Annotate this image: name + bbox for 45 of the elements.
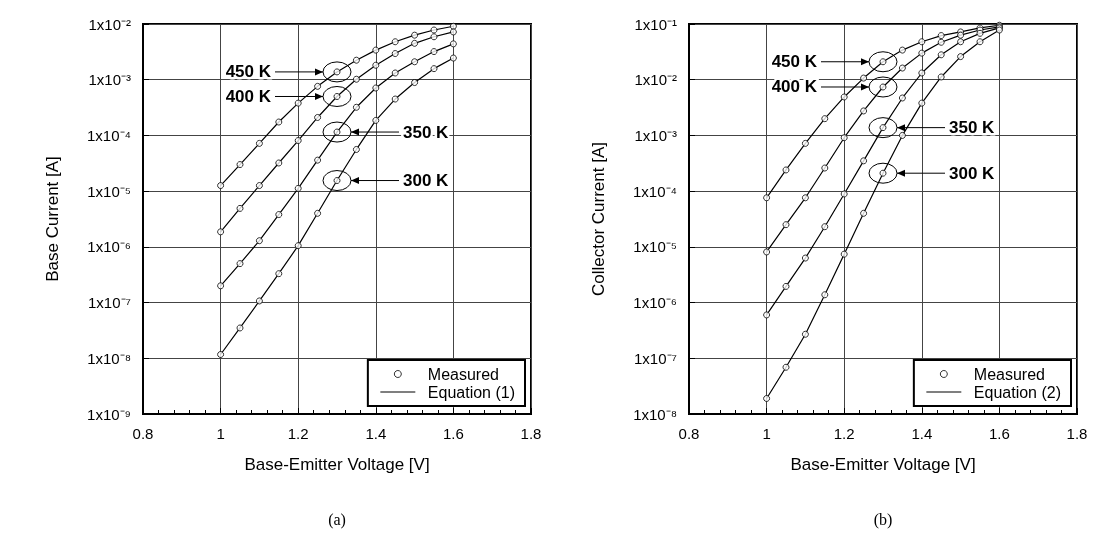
y-tick-label: 1x10⁻³ [88, 71, 131, 89]
annotation: 300 K [949, 163, 996, 183]
x-tick-label: 1.6 [442, 425, 464, 442]
y-tick-label: 1x10⁻⁶ [633, 294, 677, 312]
y-tick-label: 1x10⁻² [634, 71, 677, 89]
y-tick-label: 1x10⁻² [88, 15, 131, 33]
text: (b) [873, 510, 893, 529]
x-tick-label: 1.2 [287, 425, 309, 442]
legend-label: Measured [427, 365, 499, 383]
y-tick-label: 1x10⁻⁸ [633, 405, 677, 423]
x-tick-label: 1.2 [833, 425, 855, 442]
x-tick-label: 1 [216, 425, 225, 442]
x-tick-label: 0.8 [678, 425, 700, 442]
y-tick-label: 1x10⁻⁴ [633, 182, 677, 200]
legend-label: Measured [973, 365, 1045, 383]
annotation: 400 K [225, 86, 272, 106]
annotation: 450 K [771, 52, 818, 72]
y-tick-label: 1x10⁻⁸ [87, 349, 131, 367]
y-tick-label: 1x10⁻⁵ [87, 182, 131, 200]
x-tick-label: 0.8 [132, 425, 154, 442]
x-tick-label: 1.4 [911, 425, 933, 442]
x-tick-label: 1 [762, 425, 771, 442]
y-tick-label: 1x10⁻⁶ [87, 238, 131, 256]
y-axis-title: Base Current [A] [43, 156, 62, 282]
y-axis-title: Collector Current [A] [589, 142, 608, 296]
y-tick-label: 1x10⁻⁹ [87, 405, 131, 423]
x-axis-title: Base-Emitter Voltage [V] [244, 455, 430, 474]
x-tick-label: 1.8 [1066, 425, 1088, 442]
x-axis-title: Base-Emitter Voltage [V] [790, 455, 976, 474]
y-tick-label: 1x10⁻¹ [634, 15, 677, 33]
text: (a) [328, 510, 346, 529]
annotation: 400 K [771, 77, 818, 97]
x-tick-label: 1.4 [365, 425, 387, 442]
annotation: 450 K [225, 62, 272, 82]
x-tick-label: 1.6 [988, 425, 1010, 442]
legend-label: Equation (1) [427, 383, 516, 401]
y-tick-label: 1x10⁻⁷ [88, 294, 131, 312]
annotation: 350 K [949, 118, 996, 138]
legend-label: Equation (2) [973, 383, 1062, 401]
annotation: 300 K [403, 171, 450, 191]
y-tick-label: 1x10⁻³ [634, 126, 677, 144]
x-tick-label: 1.8 [520, 425, 542, 442]
y-tick-label: 1x10⁻⁴ [87, 126, 131, 144]
y-tick-label: 1x10⁻⁷ [634, 349, 677, 367]
y-tick-label: 1x10⁻⁵ [633, 238, 677, 256]
